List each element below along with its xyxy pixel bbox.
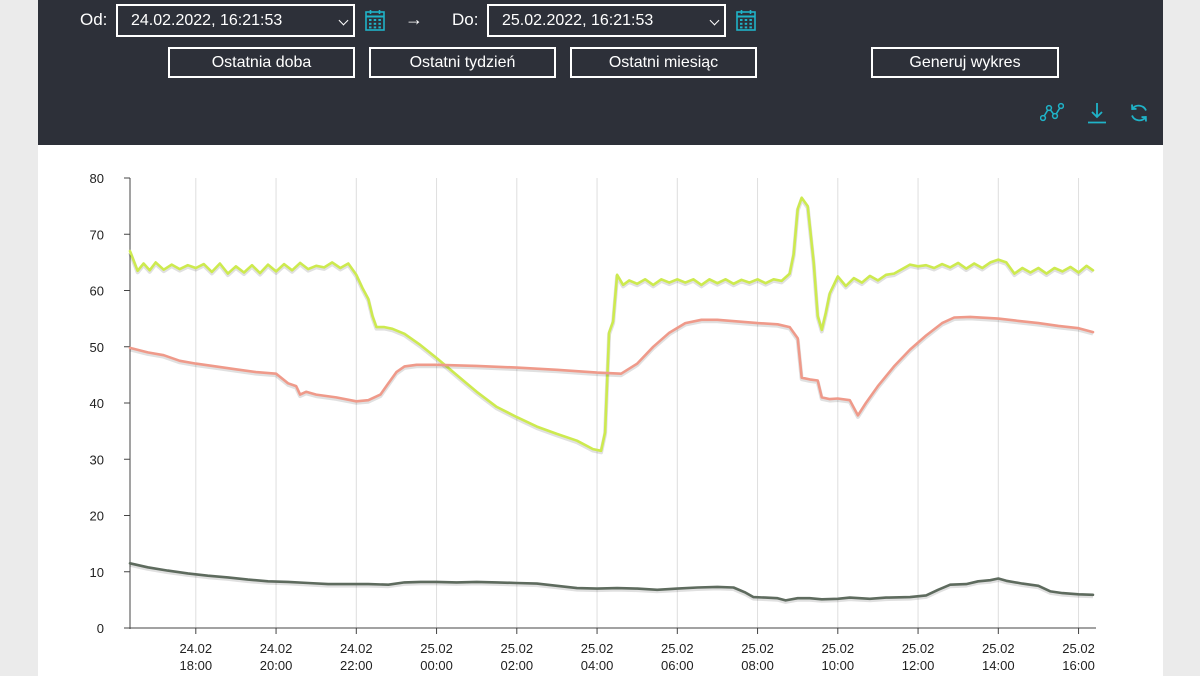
- x-tick-time: 16:00: [1062, 658, 1095, 673]
- from-date-select[interactable]: 24.02.2022, 16:21:53: [116, 4, 355, 37]
- to-date-value: 25.02.2022, 16:21:53: [502, 12, 654, 29]
- series-3-shadow: [129, 562, 1094, 604]
- x-tick-date: 25.02: [661, 641, 694, 656]
- from-label: Od:: [80, 10, 108, 29]
- x-tick-date: 25.02: [1062, 641, 1095, 656]
- y-tick-label: 0: [97, 621, 104, 636]
- x-tick-time: 18:00: [180, 658, 213, 673]
- x-tick-time: 12:00: [902, 658, 935, 673]
- y-tick-label: 70: [90, 227, 104, 242]
- x-tick-time: 22:00: [340, 658, 373, 673]
- y-tick-label: 80: [90, 171, 104, 186]
- y-tick-label: 20: [90, 509, 104, 524]
- x-tick-date: 25.02: [822, 641, 855, 656]
- last-week-button[interactable]: Ostatni tydzień: [369, 47, 556, 78]
- y-tick-label: 50: [90, 340, 104, 355]
- y-tick-label: 10: [90, 565, 104, 580]
- x-tick-date: 25.02: [982, 641, 1015, 656]
- range-arrow: →: [405, 9, 423, 29]
- chevron-down-icon[interactable]: [709, 15, 720, 26]
- y-tick-label: 30: [90, 452, 104, 467]
- chart-line-icon[interactable]: [1040, 101, 1064, 125]
- to-date-select[interactable]: 25.02.2022, 16:21:53: [487, 4, 726, 37]
- x-tick-time: 20:00: [260, 658, 293, 673]
- download-icon[interactable]: [1085, 101, 1109, 125]
- x-tick-date: 25.02: [741, 641, 774, 656]
- from-date-value: 24.02.2022, 16:21:53: [131, 12, 283, 29]
- series-2-line: [128, 315, 1095, 417]
- generate-chart-button[interactable]: Generuj wykres: [871, 47, 1059, 78]
- x-tick-time: 14:00: [982, 658, 1015, 673]
- x-tick-time: 02:00: [501, 658, 534, 673]
- calendar-icon[interactable]: [365, 9, 385, 31]
- x-tick-time: 08:00: [741, 658, 774, 673]
- chevron-down-icon[interactable]: [338, 15, 349, 26]
- to-label: Do:: [452, 10, 479, 29]
- refresh-icon[interactable]: [1127, 101, 1151, 125]
- x-tick-time: 10:00: [822, 658, 855, 673]
- last-day-button[interactable]: Ostatnia doba: [168, 47, 355, 78]
- x-tick-date: 25.02: [501, 641, 534, 656]
- x-tick-time: 04:00: [581, 658, 614, 673]
- x-tick-date: 25.02: [420, 641, 453, 656]
- y-tick-label: 60: [90, 284, 104, 299]
- x-tick-date: 25.02: [902, 641, 935, 656]
- chart-area: 0 10 20 30 40 50 60 70 80 24.02 18:00 24.02 20:00 24.…: [38, 145, 1163, 676]
- last-month-button[interactable]: Ostatni miesiąc: [570, 47, 757, 78]
- y-tick-label: 40: [90, 396, 104, 411]
- x-tick-date: 24.02: [180, 641, 213, 656]
- calendar-icon[interactable]: [736, 9, 756, 31]
- x-tick-date: 25.02: [581, 641, 614, 656]
- series-1-line: [128, 196, 1095, 453]
- series-3-line: [128, 561, 1095, 602]
- x-tick-time: 06:00: [661, 658, 694, 673]
- line-chart: 0 10 20 30 40 50 60 70 80 24.02 18:00 24.02 20:00 24.…: [90, 171, 1096, 673]
- x-tick-time: 00:00: [420, 658, 453, 673]
- x-tick-date: 24.02: [260, 641, 293, 656]
- x-tick-date: 24.02: [340, 641, 373, 656]
